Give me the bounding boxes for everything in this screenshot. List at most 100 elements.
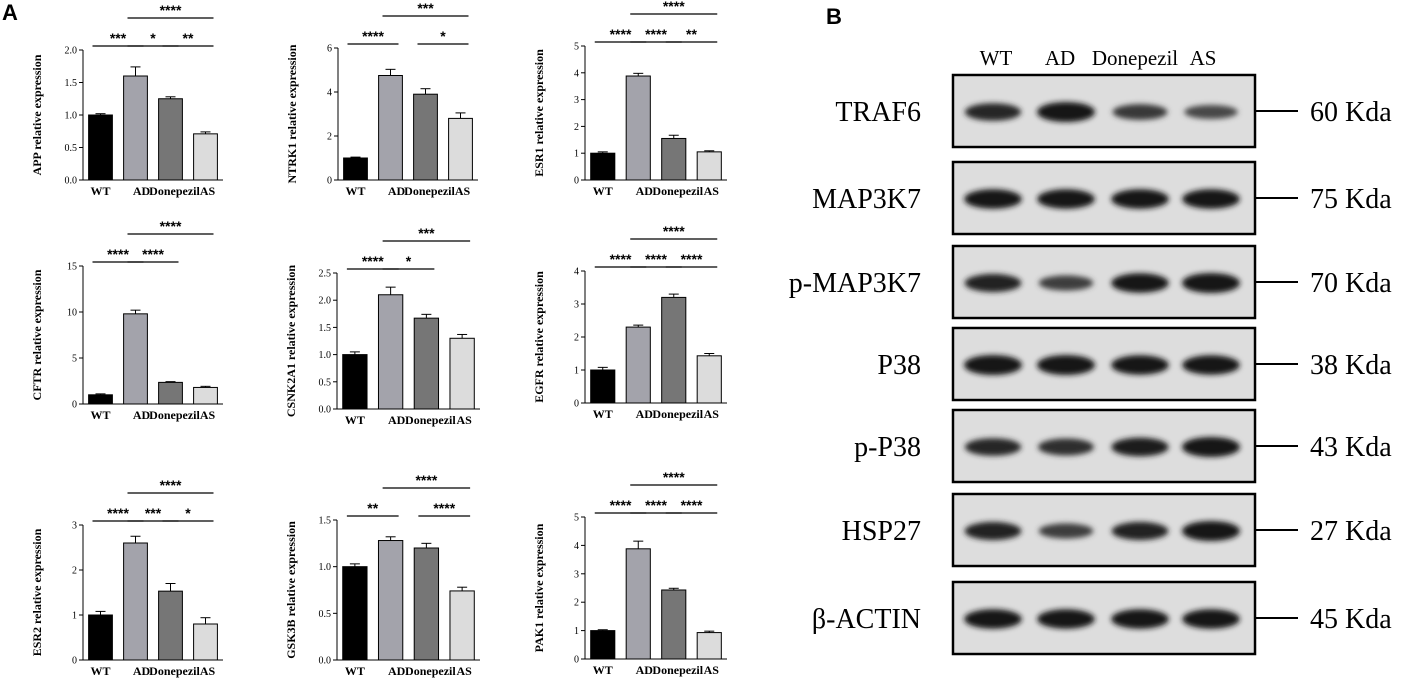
blot-band xyxy=(964,521,1022,541)
blot-band xyxy=(1111,273,1169,293)
significance-label: * xyxy=(185,505,191,521)
blot-row-3: P38 38 Kda xyxy=(877,326,1392,402)
category-label: WT xyxy=(90,184,110,198)
category-label: WT xyxy=(90,664,110,678)
bar-chart-7: 0.0 0.5 1.0 1.5 GSK3B relative expression WT A… xyxy=(284,472,480,678)
bar-as xyxy=(449,337,475,410)
bar-ad xyxy=(625,326,651,404)
category-label: AS xyxy=(200,664,216,678)
y-tick-label: 0 xyxy=(574,655,579,666)
blot-column-as: AS xyxy=(1190,46,1217,70)
significance-label: * xyxy=(150,30,156,46)
category-label: AS xyxy=(456,664,472,678)
protein-label: p-MAP3K7 xyxy=(789,268,921,299)
y-tick-label: 4 xyxy=(574,267,579,278)
bar-chart-3: 0 5 10 15 CFTR relative expression WT ADDonepe… xyxy=(30,218,223,422)
y-axis-label: GSK3B relative expression xyxy=(284,521,298,659)
y-tick-label: 2 xyxy=(574,333,579,344)
y-axis-label: NTRK1 relative expression xyxy=(285,44,299,183)
category-label: Donepezil xyxy=(652,407,703,421)
bar-chart-1: 0 2 4 6 NTRK1 relative expression WT ADDonepez… xyxy=(285,0,478,198)
blot-column-wt: WT xyxy=(980,46,1013,70)
bar-chart-2: 0 1 2 3 4 5 ESR1 relative expression WT AD Donepe… xyxy=(532,0,727,198)
y-tick-label: 0.0 xyxy=(319,656,332,667)
bar-wt xyxy=(590,630,616,660)
bar-chart-6: 0 1 2 3 ESR2 relative expression WT ADDonepezi… xyxy=(30,477,223,678)
y-tick-label: 5 xyxy=(574,42,579,53)
significance-label: **** xyxy=(362,253,384,269)
bar-wt xyxy=(88,114,113,181)
blot-band xyxy=(1182,609,1240,629)
category-label: Donepezil xyxy=(149,184,200,198)
category-label: Donepezil xyxy=(404,184,455,198)
blot-band xyxy=(1037,609,1095,629)
y-tick-label: 0 xyxy=(72,400,77,411)
category-label: WT xyxy=(593,184,613,198)
bar-chart-4: 0.0 0.5 1.0 1.5 2.0 2.5 CSNK2A1 relative expre… xyxy=(284,225,480,427)
y-axis-label: APP relative expression xyxy=(30,54,44,175)
category-label: AS xyxy=(704,184,720,198)
y-tick-label: 1 xyxy=(574,149,579,160)
category-label: WT xyxy=(593,663,613,677)
y-tick-label: 1 xyxy=(72,611,77,622)
y-axis-label: PAK1 relative expression xyxy=(532,523,546,652)
bar-ad xyxy=(123,75,148,181)
category-label: AS xyxy=(456,413,472,427)
category-label: WT xyxy=(345,413,365,427)
blot-row-0: TRAF6 60 Kda xyxy=(835,73,1392,149)
bar-wt xyxy=(342,354,368,410)
blot-band xyxy=(1038,523,1094,539)
blot-band xyxy=(1111,609,1169,629)
y-tick-label: 6 xyxy=(327,44,332,55)
category-label: AD xyxy=(636,184,654,198)
y-tick-label: 1.0 xyxy=(65,111,78,122)
y-tick-label: 1 xyxy=(574,626,579,637)
category-label: AD xyxy=(388,184,406,198)
y-tick-label: 0 xyxy=(72,656,77,667)
blot-band xyxy=(1182,437,1240,457)
bar-as xyxy=(696,355,722,404)
bar-wt xyxy=(590,152,616,181)
bar-donepezil xyxy=(661,589,687,660)
y-tick-label: 2.0 xyxy=(65,46,78,57)
y-tick-label: 2 xyxy=(574,598,579,609)
significance-label: **** xyxy=(663,223,685,239)
significance-label: **** xyxy=(362,28,384,44)
bar-wt xyxy=(343,157,368,181)
significance-label: **** xyxy=(645,26,667,42)
bar-donepezil xyxy=(158,381,183,405)
significance-label: **** xyxy=(415,472,437,488)
y-tick-label: 15 xyxy=(67,262,77,273)
bar-donepezil xyxy=(413,547,440,661)
bar-as xyxy=(696,151,722,181)
bar-wt xyxy=(342,566,368,661)
y-axis-label: ESR1 relative expression xyxy=(532,49,546,177)
significance-label: *** xyxy=(417,0,434,16)
significance-label: **** xyxy=(433,500,455,516)
category-label: Donepezil xyxy=(405,664,456,678)
significance-label: *** xyxy=(145,505,162,521)
kda-label: 45 Kda xyxy=(1310,604,1392,635)
y-tick-label: 0.0 xyxy=(319,405,332,416)
category-label: AS xyxy=(704,663,720,677)
blot-band xyxy=(964,273,1022,293)
category-label: Donepezil xyxy=(652,663,703,677)
kda-label: 75 Kda xyxy=(1310,184,1392,215)
y-tick-label: 2 xyxy=(327,132,332,143)
bar-donepezil xyxy=(661,296,687,404)
bar-ad xyxy=(123,542,148,661)
bar-as xyxy=(449,590,475,661)
blot-band xyxy=(1184,105,1238,119)
bar-wt xyxy=(590,369,616,404)
bar-ad xyxy=(625,548,651,660)
category-label: AS xyxy=(200,408,216,422)
bar-ad xyxy=(378,75,403,181)
category-label: AD xyxy=(133,408,151,422)
blot-column-donepezil: Donepezil xyxy=(1092,46,1178,70)
y-tick-label: 3 xyxy=(574,569,579,580)
significance-label: ** xyxy=(367,500,378,516)
significance-label: **** xyxy=(142,246,164,262)
category-label: Donepezil xyxy=(149,408,200,422)
blot-band xyxy=(1182,521,1240,541)
